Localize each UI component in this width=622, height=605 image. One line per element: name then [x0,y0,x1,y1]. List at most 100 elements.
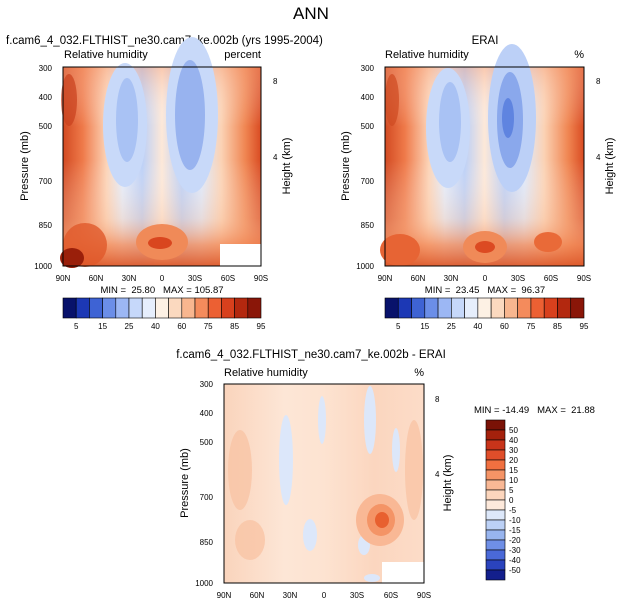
panel-diff: f.cam6_4_032.FLTHIST_ne30.cam7_ke.002b -… [176,349,595,600]
height-tick-label: 8 [435,395,440,404]
x-tick-label: 60S [221,274,235,283]
colorbar-tick-label: 60 [177,322,186,331]
panel-subtitle-left: Relative humidity [64,49,148,61]
colorbar-swatch [490,297,505,319]
panel-model: f.cam6_4_032.FLTHIST_ne30.cam7_ke.002b (… [6,35,323,296]
y-tick-label: 300 [200,380,214,389]
x-tick-label: 60S [384,591,398,600]
x-tick-label: 90S [417,591,431,600]
stats-label: MIN = -14.49 MAX = 21.88 [474,405,595,416]
x-tick-label: 60N [250,591,265,600]
colorbar-swatch [485,449,506,461]
colorbar-tick-label: -10 [509,516,521,525]
colorbar-swatch [247,297,262,319]
colorbar-swatch [207,297,222,319]
colorbar-tick-label: -30 [509,546,521,555]
y-tick-label: 400 [361,93,375,102]
height-axis-title: Height (km) [442,455,454,512]
colorbar-swatch [485,519,506,531]
x-tick-label: 60S [544,274,558,283]
y-tick-label: 700 [200,493,214,502]
colorbar-swatch [517,297,532,319]
x-tick-label: 30S [188,274,202,283]
y-tick-label: 500 [39,122,53,131]
colorbar-swatch [485,429,506,441]
y-tick-label: 500 [200,438,214,447]
y-axis: Pressure (mb) 300 400 500 700 850 1000 [340,64,375,271]
x-tick-label: 0 [322,591,327,600]
x-tick-label: 0 [160,274,165,283]
y-axis: Pressure (mb) 300 400 500 700 850 1000 [19,64,53,271]
colorbar-swatch [485,469,506,481]
colorbar-tick-label: 85 [230,322,239,331]
colorbar-tick-label: 15 [98,322,107,331]
colorbar-swatch [485,439,506,451]
colorbar-tick-label: 60 [500,322,509,331]
x-axis: 90N 60N 30N 0 30S 60S 90S [217,591,431,600]
colorbar-swatch [437,297,452,319]
x-tick-label: 90S [577,274,591,283]
colorbar-swatch [194,297,209,319]
colorbar-tick-label: 25 [125,322,134,331]
height-tick-label: 4 [596,153,601,162]
y-axis-title: Pressure (mb) [19,131,31,201]
colorbar-tick-label: 50 [509,426,518,435]
colorbar-swatch [485,529,506,541]
y-tick-label: 400 [200,409,214,418]
colorbar-swatch [485,549,506,561]
height-axis-title: Height (km) [281,138,293,195]
contour-plot [223,383,425,584]
y-axis-title: Pressure (mb) [179,448,191,518]
y-tick-label: 400 [39,93,53,102]
x-tick-label: 0 [483,274,488,283]
colorbar-tick-label: -15 [509,526,521,535]
colorbar-swatch [485,499,506,511]
height-axis: Height (km) 8 4 [273,77,293,194]
panel-title: f.cam6_4_032.FLTHIST_ne30.cam7_ke.002b (… [6,35,323,47]
y-tick-label: 300 [361,64,375,73]
colorbar-tick-label: -40 [509,556,521,565]
colorbar-tick-label: 20 [509,456,518,465]
colorbar-tick-label: 5 [74,322,79,331]
x-tick-label: 90S [254,274,268,283]
colorbar-swatch [504,297,518,319]
colorbar-tick-label: 15 [509,466,518,475]
x-tick-label: 90N [56,274,71,283]
height-tick-label: 8 [273,77,278,86]
colorbar-swatch [75,297,90,319]
colorbar-tick-label: 85 [553,322,562,331]
height-axis: Height (km) 8 4 [435,395,454,511]
colorbar-tick-label: 95 [580,322,589,331]
colorbar-swatch [485,489,506,501]
colorbar-swatch [485,479,506,491]
colorbar-tick-label: 40 [473,322,482,331]
y-axis-title: Pressure (mb) [340,131,352,201]
colorbar-tick-label: -20 [509,536,521,545]
x-tick-label: 90N [378,274,393,283]
panel-obs: ERAI Relative humidity % Pressure (mb) 3… [340,35,616,296]
colorbar-tick-label: 15 [420,322,429,331]
colorbar-tick-label: 5 [509,486,514,495]
y-axis: Pressure (mb) 300 400 500 700 850 1000 [179,380,214,588]
x-tick-label: 30N [283,591,298,600]
y-tick-label: 850 [39,221,53,230]
x-tick-label: 30N [444,274,459,283]
y-tick-label: 850 [200,538,214,547]
colorbar-tick-label: -50 [509,566,521,575]
x-tick-label: 30S [511,274,525,283]
colorbar-tick-label: 40 [151,322,160,331]
height-tick-label: 4 [273,153,278,162]
colorbar-swatch [221,297,235,319]
colorbar-swatch [451,297,465,319]
colorbar-swatch [128,297,143,319]
colorbar-tick-label: 95 [257,322,266,331]
colorbar-swatch [557,297,572,319]
y-tick-label: 500 [361,122,375,131]
colorbar-tick-label: 5 [396,322,401,331]
panel-subtitle-left: Relative humidity [224,367,308,379]
y-tick-label: 1000 [195,579,213,588]
x-tick-label: 60N [411,274,426,283]
colorbar-swatch [485,569,506,581]
panel-subtitle-left: Relative humidity [385,49,469,61]
